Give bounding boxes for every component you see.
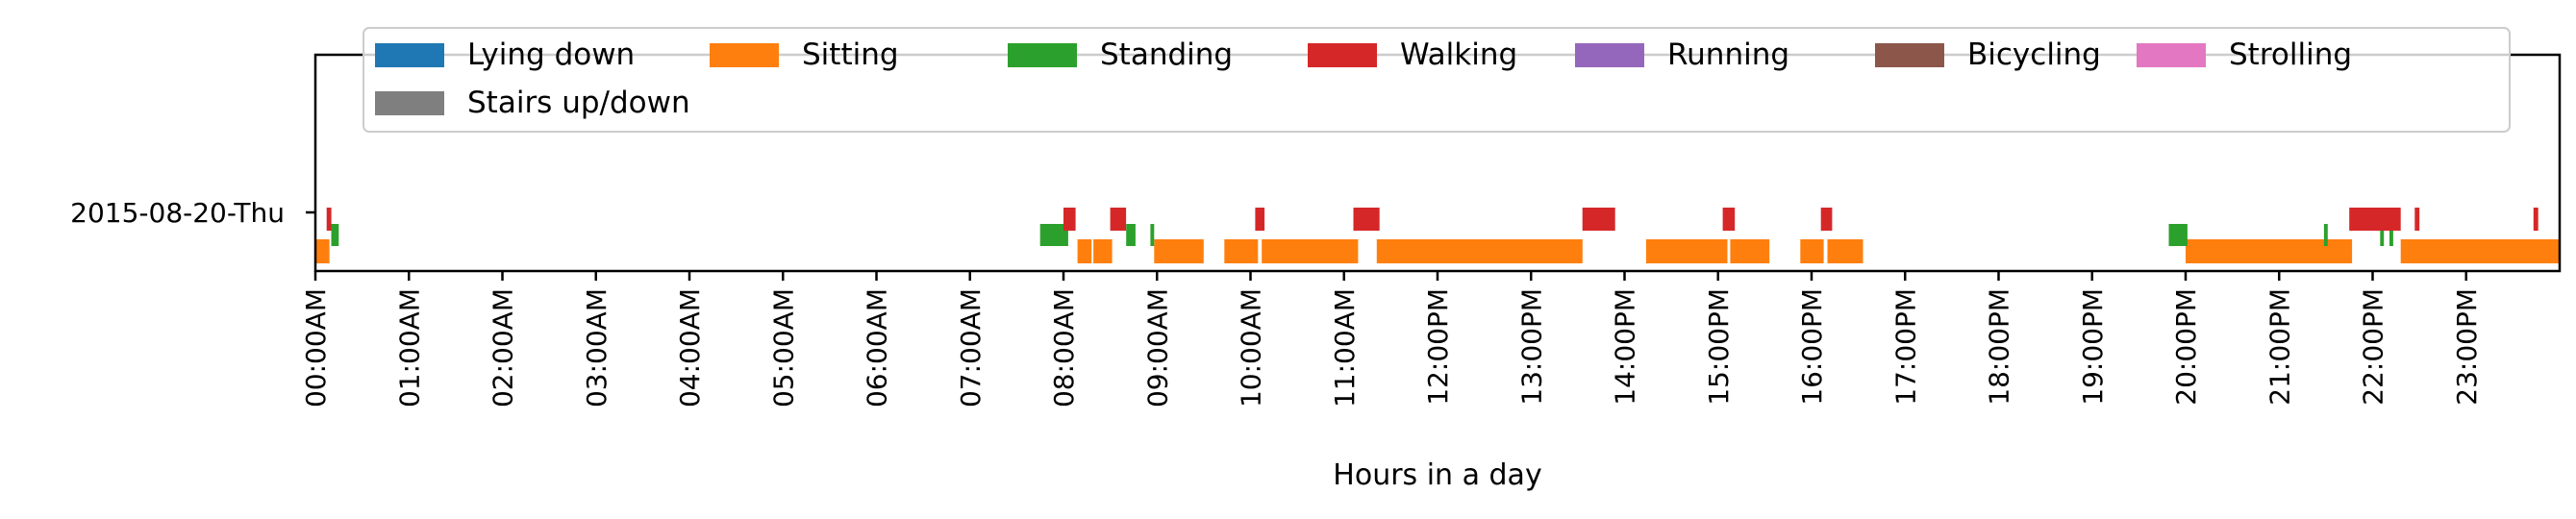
legend-swatch — [375, 43, 444, 67]
bar-standing — [2389, 224, 2393, 246]
legend-swatch — [1575, 43, 1644, 67]
legend-label: Standing — [1100, 37, 1233, 72]
bar-sitting — [1376, 239, 1583, 263]
bar-walking — [1722, 208, 1736, 231]
bar-standing — [2323, 224, 2328, 246]
x-tick-label: 03:00AM — [581, 288, 613, 408]
legend-label: Strolling — [2229, 37, 2352, 72]
legend: Lying down Sitting Standing Walking Running B… — [363, 27, 2511, 133]
x-tick-label: 20:00PM — [2170, 288, 2202, 406]
legend-swatch — [1008, 43, 1077, 67]
legend-swatch — [1308, 43, 1377, 67]
bar-walking — [326, 208, 332, 231]
legend-swatch — [710, 43, 779, 67]
legend-swatch — [2137, 43, 2206, 67]
y-tick-label: 2015-08-20-Thu — [70, 197, 285, 229]
bar-standing — [2168, 224, 2188, 246]
bar-sitting — [1093, 239, 1113, 263]
bar-walking — [2414, 208, 2420, 231]
legend-label: Bicycling — [1967, 37, 2101, 72]
legend-label: Sitting — [802, 37, 899, 72]
legend-label: Lying down — [467, 37, 635, 72]
x-tick-label: 07:00AM — [955, 288, 987, 408]
x-tick-label: 00:00AM — [300, 288, 332, 408]
bar-sitting — [1224, 239, 1259, 263]
x-tick-label: 22:00PM — [2358, 288, 2389, 406]
bar-walking — [2349, 208, 2401, 231]
bar-sitting — [315, 239, 330, 263]
x-tick-label: 12:00PM — [1422, 288, 1454, 406]
bar-standing — [1039, 224, 1068, 246]
legend-frame — [363, 27, 2511, 133]
bar-sitting — [2400, 239, 2560, 263]
x-tick-label: 10:00AM — [1236, 288, 1267, 408]
legend-label: Stairs up/down — [467, 86, 690, 120]
x-tick-label: 13:00PM — [1515, 288, 1547, 406]
bar-walking — [2533, 208, 2538, 231]
x-tick-label: 15:00PM — [1703, 288, 1735, 406]
x-tick-label: 17:00PM — [1889, 288, 1921, 406]
bar-standing — [331, 224, 339, 246]
bar-sitting — [1730, 239, 1770, 263]
bar-walking — [1110, 208, 1127, 231]
x-axis: 00:00AM 01:00AM 02:00AM 03:00AM 04:00AM 05:00… — [300, 271, 2483, 408]
x-tick-label: 18:00PM — [1984, 288, 2015, 406]
x-tick-label: 19:00PM — [2077, 288, 2109, 406]
x-tick-label: 06:00AM — [862, 288, 893, 408]
x-tick-label: 01:00AM — [393, 288, 425, 408]
activity-bars — [315, 208, 2560, 263]
legend-label: Running — [1667, 37, 1789, 72]
legend-swatch — [375, 91, 444, 115]
bar-sitting — [1262, 239, 1359, 263]
bar-standing — [1150, 224, 1155, 246]
x-tick-label: 02:00AM — [488, 288, 519, 408]
legend-label: Walking — [1400, 37, 1517, 72]
bar-sitting — [1154, 239, 1204, 263]
bar-sitting — [1077, 239, 1092, 263]
x-tick-label: 11:00AM — [1329, 288, 1361, 408]
bar-standing — [2380, 224, 2385, 246]
bar-sitting — [1800, 239, 1824, 263]
x-tick-label: 16:00PM — [1796, 288, 1828, 406]
bar-walking — [1353, 208, 1380, 231]
x-tick-label: 04:00AM — [674, 288, 706, 408]
x-tick-label: 08:00AM — [1048, 288, 1080, 408]
bar-walking — [1255, 208, 1265, 231]
x-tick-label: 23:00PM — [2451, 288, 2483, 406]
x-tick-label: 21:00PM — [2263, 288, 2295, 406]
x-axis-label: Hours in a day — [1333, 458, 1541, 492]
bar-walking — [1820, 208, 1833, 231]
bar-walking — [1063, 208, 1076, 231]
y-axis: 2015-08-20-Thu — [70, 197, 315, 229]
legend-swatch — [1875, 43, 1944, 67]
x-tick-label: 09:00AM — [1141, 288, 1173, 408]
bar-sitting — [1827, 239, 1863, 263]
bar-walking — [1582, 208, 1615, 231]
bar-standing — [1126, 224, 1136, 246]
x-tick-label: 05:00AM — [767, 288, 799, 408]
x-tick-label: 14:00PM — [1610, 288, 1641, 406]
bar-sitting — [1645, 239, 1728, 263]
